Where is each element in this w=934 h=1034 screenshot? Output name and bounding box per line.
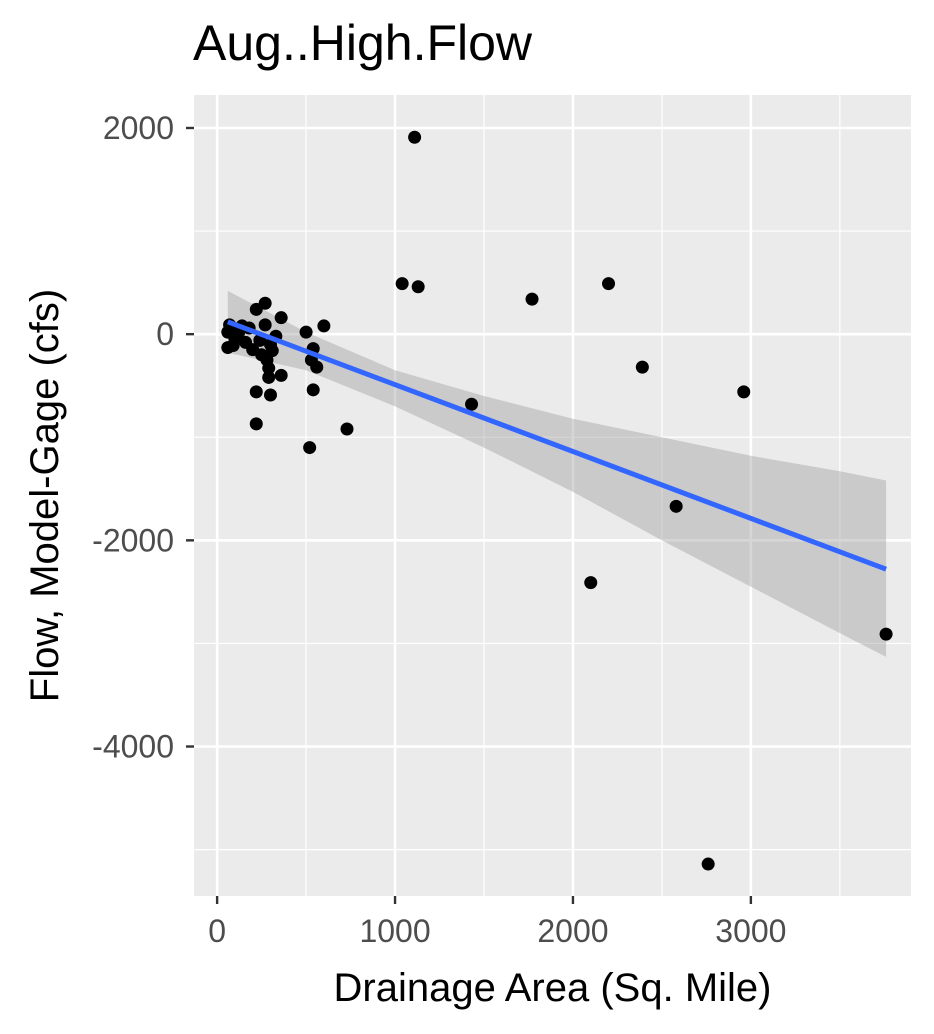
y-tick-label: 0	[156, 316, 174, 352]
axis-ticks	[186, 126, 753, 904]
chart-title: Aug..High.Flow	[193, 15, 533, 71]
data-point	[221, 341, 235, 355]
data-point	[265, 344, 279, 358]
major-gridlines	[194, 95, 911, 896]
data-point	[737, 385, 751, 399]
data-point	[408, 130, 422, 144]
x-tick-label: 3000	[715, 913, 786, 949]
data-point	[340, 422, 354, 436]
data-point	[317, 319, 331, 333]
data-point	[602, 277, 616, 291]
data-point	[395, 277, 409, 291]
data-point	[701, 857, 715, 871]
y-axis-title: Flow, Model-Gage (cfs)	[23, 289, 67, 702]
data-point	[258, 318, 272, 332]
data-point	[306, 383, 320, 397]
plot-panel	[194, 95, 911, 896]
regression-line	[226, 319, 887, 572]
data-point	[303, 441, 317, 455]
data-point	[264, 388, 278, 402]
data-points	[221, 130, 893, 871]
data-point	[879, 627, 893, 641]
y-tick-label: 2000	[103, 110, 174, 146]
data-point	[249, 385, 263, 399]
data-point	[239, 335, 253, 349]
data-point	[669, 499, 683, 513]
y-tick-label: -4000	[92, 729, 174, 765]
x-tick-label: 2000	[537, 913, 608, 949]
data-point	[249, 417, 263, 431]
data-point	[411, 280, 425, 294]
tick-labels: 0 1000 2000 3000 2000 0 -2000 -4000	[92, 110, 786, 949]
x-tick-label: 0	[208, 913, 226, 949]
data-point	[274, 368, 288, 382]
data-point	[525, 292, 539, 306]
data-point	[584, 576, 598, 590]
data-point	[221, 325, 235, 339]
data-point	[635, 360, 649, 374]
minor-gridlines	[194, 95, 911, 896]
data-point	[274, 311, 288, 325]
data-point	[465, 397, 479, 411]
x-axis-title: Drainage Area (Sq. Mile)	[334, 966, 772, 1010]
data-point	[262, 370, 276, 384]
y-tick-label: -2000	[92, 522, 174, 558]
x-tick-label: 1000	[359, 913, 430, 949]
data-point	[299, 325, 313, 339]
data-point	[249, 302, 263, 316]
